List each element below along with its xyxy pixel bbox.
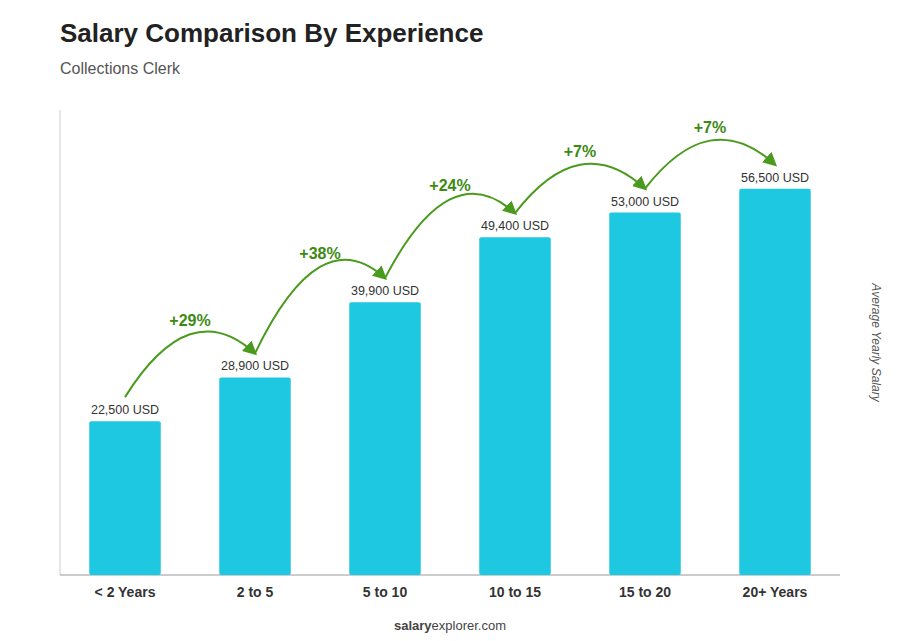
x-tick-label: 5 to 10 [363, 584, 408, 600]
footer-normal: explorer.com [432, 618, 506, 633]
x-tick-label: < 2 Years [95, 584, 156, 600]
growth-arcs [125, 140, 775, 398]
bars [89, 189, 811, 575]
bar [609, 213, 681, 575]
growth-label: +38% [299, 245, 340, 262]
bar [479, 237, 551, 575]
growth-arc [255, 260, 385, 354]
chart: Salary Comparison By Experience Collectio… [0, 0, 900, 641]
growth-label: +7% [694, 119, 726, 136]
x-axis-line [60, 575, 840, 576]
growth-arc [125, 331, 255, 397]
value-label: 39,900 USD [351, 284, 419, 298]
x-tick-label: 15 to 20 [619, 584, 671, 600]
value-label: 53,000 USD [611, 195, 679, 209]
bar [349, 302, 421, 575]
value-label: 22,500 USD [91, 403, 159, 417]
subtitle: Collections Clerk [60, 60, 181, 77]
y-axis-line [60, 110, 61, 575]
growth-label: +24% [429, 177, 470, 194]
growth-arc [385, 194, 515, 278]
bar [739, 189, 811, 575]
value-label: 49,400 USD [481, 219, 549, 233]
growth-label: +29% [169, 312, 210, 329]
x-tick-label: 2 to 5 [237, 584, 274, 600]
bar [219, 377, 291, 575]
growth-arc [515, 164, 645, 214]
x-tick-label: 10 to 15 [489, 584, 541, 600]
bar [89, 421, 161, 575]
footer-bold: salary [394, 618, 432, 633]
footer: salaryexplorer.com [394, 618, 506, 633]
y-axis-label: Average Yearly Salary [869, 282, 883, 402]
title: Salary Comparison By Experience [60, 18, 483, 48]
growth-arc [645, 140, 775, 189]
x-tick-label: 20+ Years [743, 584, 808, 600]
value-label: 28,900 USD [221, 359, 289, 373]
growth-label: +7% [564, 143, 596, 160]
value-label: 56,500 USD [741, 171, 809, 185]
